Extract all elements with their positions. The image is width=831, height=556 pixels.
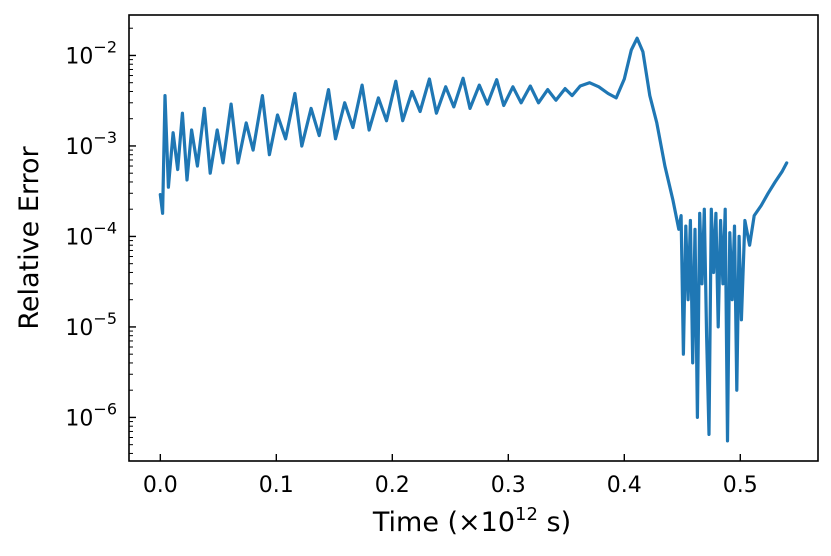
x-axis-label: Time (×1012 s) (372, 504, 571, 538)
x-tick-label: 0.1 (259, 473, 294, 498)
series-line-0 (158, 36, 789, 443)
plot-frame (128, 14, 819, 462)
y-axis-ticks: 10−6 10−5 10−4 10−3 10−2 (65, 27, 136, 454)
x-tick-label: 0.5 (723, 473, 758, 498)
x-tick-label: 0.2 (375, 473, 410, 498)
y-tick-label: 10−5 (65, 309, 117, 341)
y-tick-label: 10−6 (65, 399, 117, 431)
x-tick-label: 0.4 (607, 473, 642, 498)
x-axis-ticks: 0.0 0.1 0.2 0.3 0.4 0.5 (143, 454, 758, 498)
series-layer (158, 36, 789, 443)
y-tick-label: 10−2 (65, 37, 117, 69)
y-axis-label: Relative Error (14, 145, 45, 329)
x-tick-label: 0.3 (491, 473, 526, 498)
x-tick-label: 0.0 (143, 473, 178, 498)
y-tick-label: 10−4 (65, 218, 117, 250)
y-tick-label: 10−3 (65, 128, 117, 160)
